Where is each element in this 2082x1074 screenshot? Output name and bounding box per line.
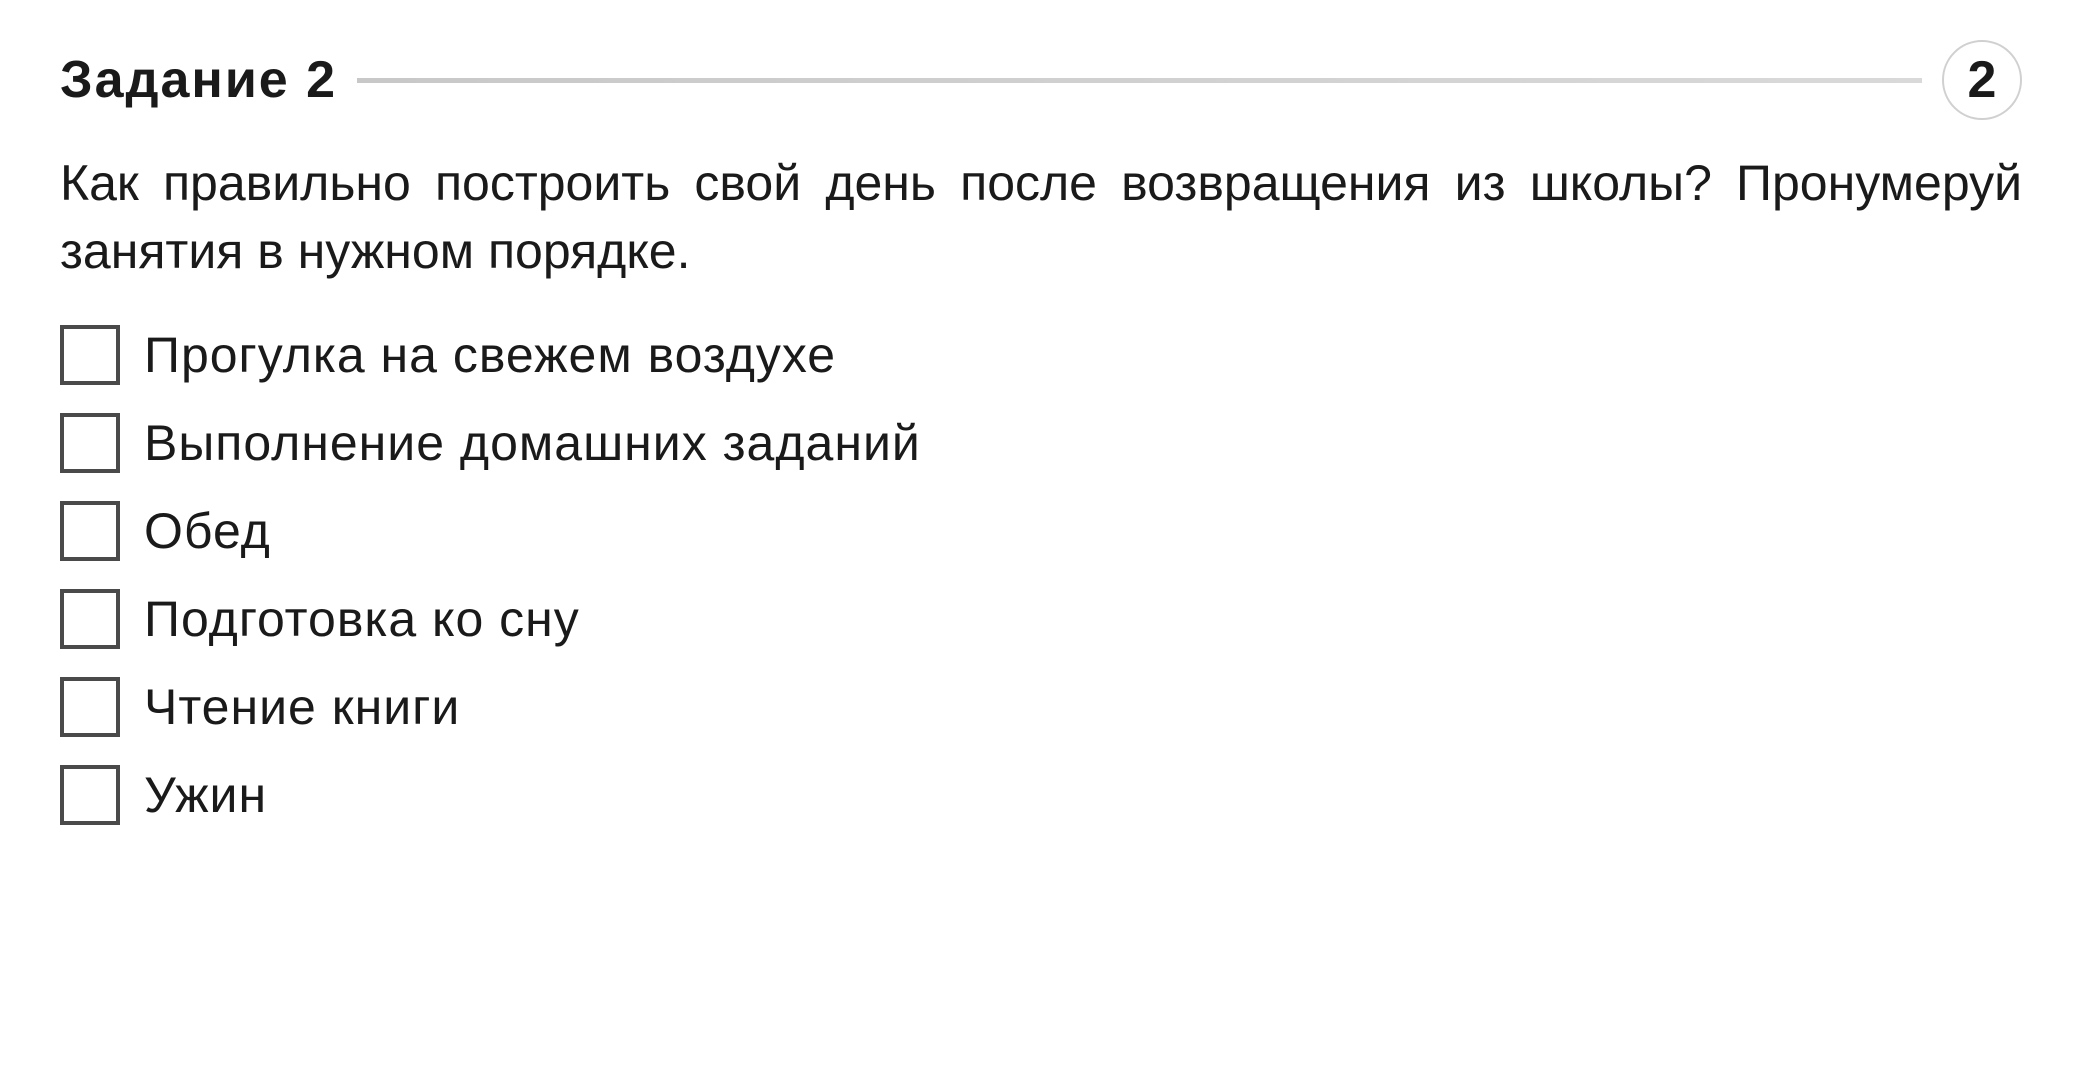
option-label: Выполнение домашних заданий bbox=[144, 414, 921, 472]
options-list: Прогулка на свежем воздухе Выполнение до… bbox=[60, 325, 2022, 825]
number-input-box[interactable] bbox=[60, 325, 120, 385]
option-row: Прогулка на свежем воздухе bbox=[60, 325, 2022, 385]
number-input-box[interactable] bbox=[60, 765, 120, 825]
number-input-box[interactable] bbox=[60, 677, 120, 737]
task-title: Задание 2 bbox=[60, 50, 357, 110]
option-label: Чтение книги bbox=[144, 678, 460, 736]
number-input-box[interactable] bbox=[60, 413, 120, 473]
number-input-box[interactable] bbox=[60, 501, 120, 561]
option-label: Обед bbox=[144, 502, 271, 560]
header-divider bbox=[357, 78, 1922, 83]
option-row: Обед bbox=[60, 501, 2022, 561]
task-number-badge: 2 bbox=[1942, 40, 2022, 120]
option-row: Выполнение домашних заданий bbox=[60, 413, 2022, 473]
question-text: Как правильно построить свой день после … bbox=[60, 150, 2022, 285]
number-input-box[interactable] bbox=[60, 589, 120, 649]
option-row: Чтение книги bbox=[60, 677, 2022, 737]
task-header: Задание 2 2 bbox=[60, 40, 2022, 120]
option-row: Ужин bbox=[60, 765, 2022, 825]
option-label: Прогулка на свежем воздухе bbox=[144, 326, 836, 384]
option-label: Ужин bbox=[144, 766, 267, 824]
option-row: Подготовка ко сну bbox=[60, 589, 2022, 649]
badge-number: 2 bbox=[1968, 50, 1997, 110]
option-label: Подготовка ко сну bbox=[144, 590, 580, 648]
